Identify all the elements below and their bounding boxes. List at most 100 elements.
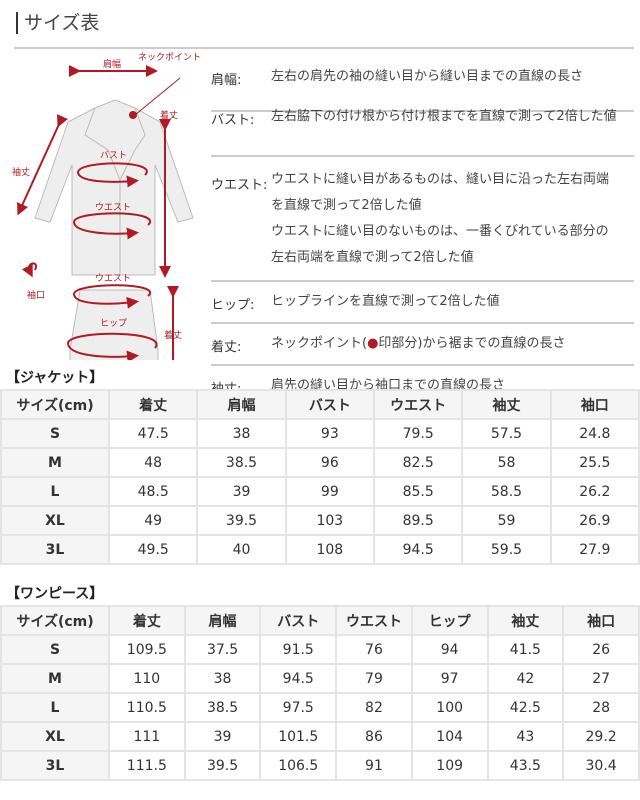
column-header: 袖口: [549, 389, 640, 420]
value-cell: 38: [196, 418, 287, 449]
value-cell: 48: [107, 447, 199, 478]
value-cell: 106.5: [259, 750, 338, 781]
value-cell: 42.5: [486, 692, 565, 723]
value-cell: 49.5: [107, 534, 199, 565]
column-header: 肩幅: [196, 389, 287, 420]
size-cell: M: [0, 447, 110, 478]
neck-point-marker: [129, 111, 137, 119]
value-cell: 93: [284, 418, 375, 449]
label-length-top: 着丈: [160, 109, 178, 121]
desc-shoulder: 肩幅: 左右の肩先の袖の縫い目から縫い目までの直線の長さ: [211, 64, 634, 112]
table-row: 3L 111.5 39.5 106.5 91 109 43.5 30.4: [0, 750, 640, 781]
size-cell: S: [0, 634, 110, 665]
size-cell: L: [0, 476, 110, 507]
value-cell: 110.5: [108, 692, 186, 723]
value-cell: 111: [108, 721, 186, 752]
label-cuff: 袖口: [27, 289, 45, 301]
value-cell: 42: [486, 663, 565, 694]
table-row: S 109.5 37.5 91.5 76 94 41.5 26: [0, 634, 640, 665]
value-cell: 26.2: [549, 476, 640, 507]
value-cell: 47.5: [107, 418, 199, 449]
label-neck-point: ネックポイント: [138, 52, 201, 63]
value-cell: 104: [410, 721, 489, 752]
value-cell: 101.5: [259, 721, 338, 752]
size-cell: XL: [0, 721, 110, 752]
value-cell: 27.9: [549, 534, 640, 565]
jacket-illustration: [34, 99, 194, 276]
value-cell: 96: [284, 447, 375, 478]
divider: [14, 47, 634, 49]
size-cell: 3L: [0, 534, 110, 565]
jacket-section-title: 【ジャケット】: [6, 370, 104, 386]
value-cell: 37.5: [183, 634, 262, 665]
value-cell: 86: [335, 721, 413, 752]
column-header: 袖丈: [461, 389, 552, 420]
table-row: XL 49 39.5 103 89.5 59 26.9: [0, 505, 640, 536]
value-cell: 109.5: [108, 634, 186, 665]
value-cell: 26.9: [549, 505, 640, 536]
value-cell: 58: [461, 447, 552, 478]
size-cell: XL: [0, 505, 110, 536]
value-cell: 94.5: [259, 663, 338, 694]
column-header: バスト: [259, 605, 338, 636]
column-header: ウエスト: [372, 389, 464, 420]
column-header: 袖口: [562, 605, 640, 636]
label-hip: ヒップ: [100, 318, 127, 329]
value-cell: 94.5: [372, 534, 464, 565]
value-cell: 58.5: [461, 476, 552, 507]
column-header: 袖丈: [486, 605, 565, 636]
column-header: ウエスト: [335, 605, 413, 636]
label-sleeve: 袖丈: [12, 166, 30, 178]
value-cell: 38.5: [196, 447, 287, 478]
value-cell: 43.5: [486, 750, 565, 781]
label-length-bottom: 着丈: [164, 329, 182, 341]
value-cell: 49: [107, 505, 199, 536]
value-cell: 27: [562, 663, 640, 694]
size-cell: L: [0, 692, 110, 723]
desc-hip: ヒップ: ヒップラインを直線で測って2倍した値: [211, 282, 634, 324]
onepiece-size-table: サイズ(cm) 着丈 肩幅 バスト ウエスト ヒップ 袖丈 袖口 S 109.5 37.5 91.5 7…: [0, 605, 640, 781]
size-cell: 3L: [0, 750, 110, 781]
value-cell: 38.5: [183, 692, 262, 723]
value-cell: 109: [410, 750, 489, 781]
value-cell: 43: [486, 721, 565, 752]
value-cell: 111.5: [108, 750, 186, 781]
column-header: ヒップ: [410, 605, 489, 636]
label-bust: バスト: [100, 150, 127, 161]
value-cell: 91.5: [259, 634, 338, 665]
value-cell: 57.5: [461, 418, 552, 449]
value-cell: 29.2: [562, 721, 640, 752]
value-cell: 59.5: [461, 534, 552, 565]
value-cell: 30.4: [562, 750, 640, 781]
value-cell: 39: [196, 476, 287, 507]
garment-diagram: 肩幅 ネックポイント 着丈 袖丈 バスト ウエスト 袖口 ウエスト ヒップ 着丈: [12, 52, 201, 360]
value-cell: 94: [410, 634, 489, 665]
table-row: S 47.5 38 93 79.5 57.5 24.8: [0, 418, 640, 449]
value-cell: 82.5: [372, 447, 464, 478]
value-cell: 99: [284, 476, 375, 507]
desc-waist: ウエスト: ウエストに縫い目があるものは、縫い目に沿った左右両端 を直線で測って…: [211, 157, 634, 282]
value-cell: 103: [284, 505, 375, 536]
column-header: 着丈: [108, 605, 186, 636]
column-header: 肩幅: [183, 605, 262, 636]
table-row: XL 111 39 101.5 86 104 43 29.2: [0, 721, 640, 752]
size-cell: S: [0, 418, 110, 449]
column-header: サイズ(cm): [0, 605, 110, 636]
value-cell: 110: [108, 663, 186, 694]
column-header: バスト: [284, 389, 375, 420]
value-cell: 25.5: [549, 447, 640, 478]
value-cell: 28: [562, 692, 640, 723]
table-row: L 48.5 39 99 85.5 58.5 26.2: [0, 476, 640, 507]
value-cell: 85.5: [372, 476, 464, 507]
value-cell: 108: [284, 534, 375, 565]
onepiece-section-title: 【ワンピース】: [6, 586, 104, 602]
value-cell: 40: [196, 534, 287, 565]
neck-point-dot-icon: ●: [367, 336, 379, 351]
table-row: 3L 49.5 40 108 94.5 59.5 27.9: [0, 534, 640, 565]
value-cell: 82: [335, 692, 413, 723]
column-header: 着丈: [107, 389, 199, 420]
value-cell: 76: [335, 634, 413, 665]
table-row: M 110 38 94.5 79 97 42 27: [0, 663, 640, 694]
value-cell: 91: [335, 750, 413, 781]
